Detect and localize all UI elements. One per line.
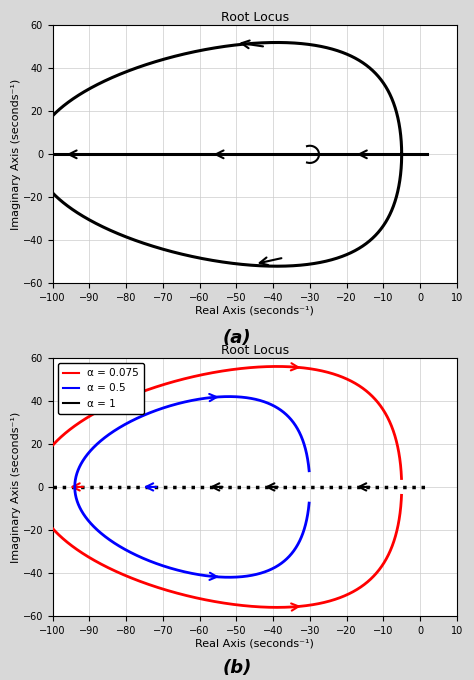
Legend: α = 0.075, α = 0.5, α = 1: α = 0.075, α = 0.5, α = 1 <box>58 363 144 414</box>
Title: Root Locus: Root Locus <box>221 343 289 357</box>
X-axis label: Real Axis (seconds⁻¹): Real Axis (seconds⁻¹) <box>195 639 314 649</box>
Text: (a): (a) <box>223 329 251 347</box>
Y-axis label: Imaginary Axis (seconds⁻¹): Imaginary Axis (seconds⁻¹) <box>11 411 21 562</box>
Y-axis label: Imaginary Axis (seconds⁻¹): Imaginary Axis (seconds⁻¹) <box>11 79 21 230</box>
X-axis label: Real Axis (seconds⁻¹): Real Axis (seconds⁻¹) <box>195 306 314 316</box>
Title: Root Locus: Root Locus <box>221 11 289 24</box>
Text: (b): (b) <box>222 659 252 677</box>
